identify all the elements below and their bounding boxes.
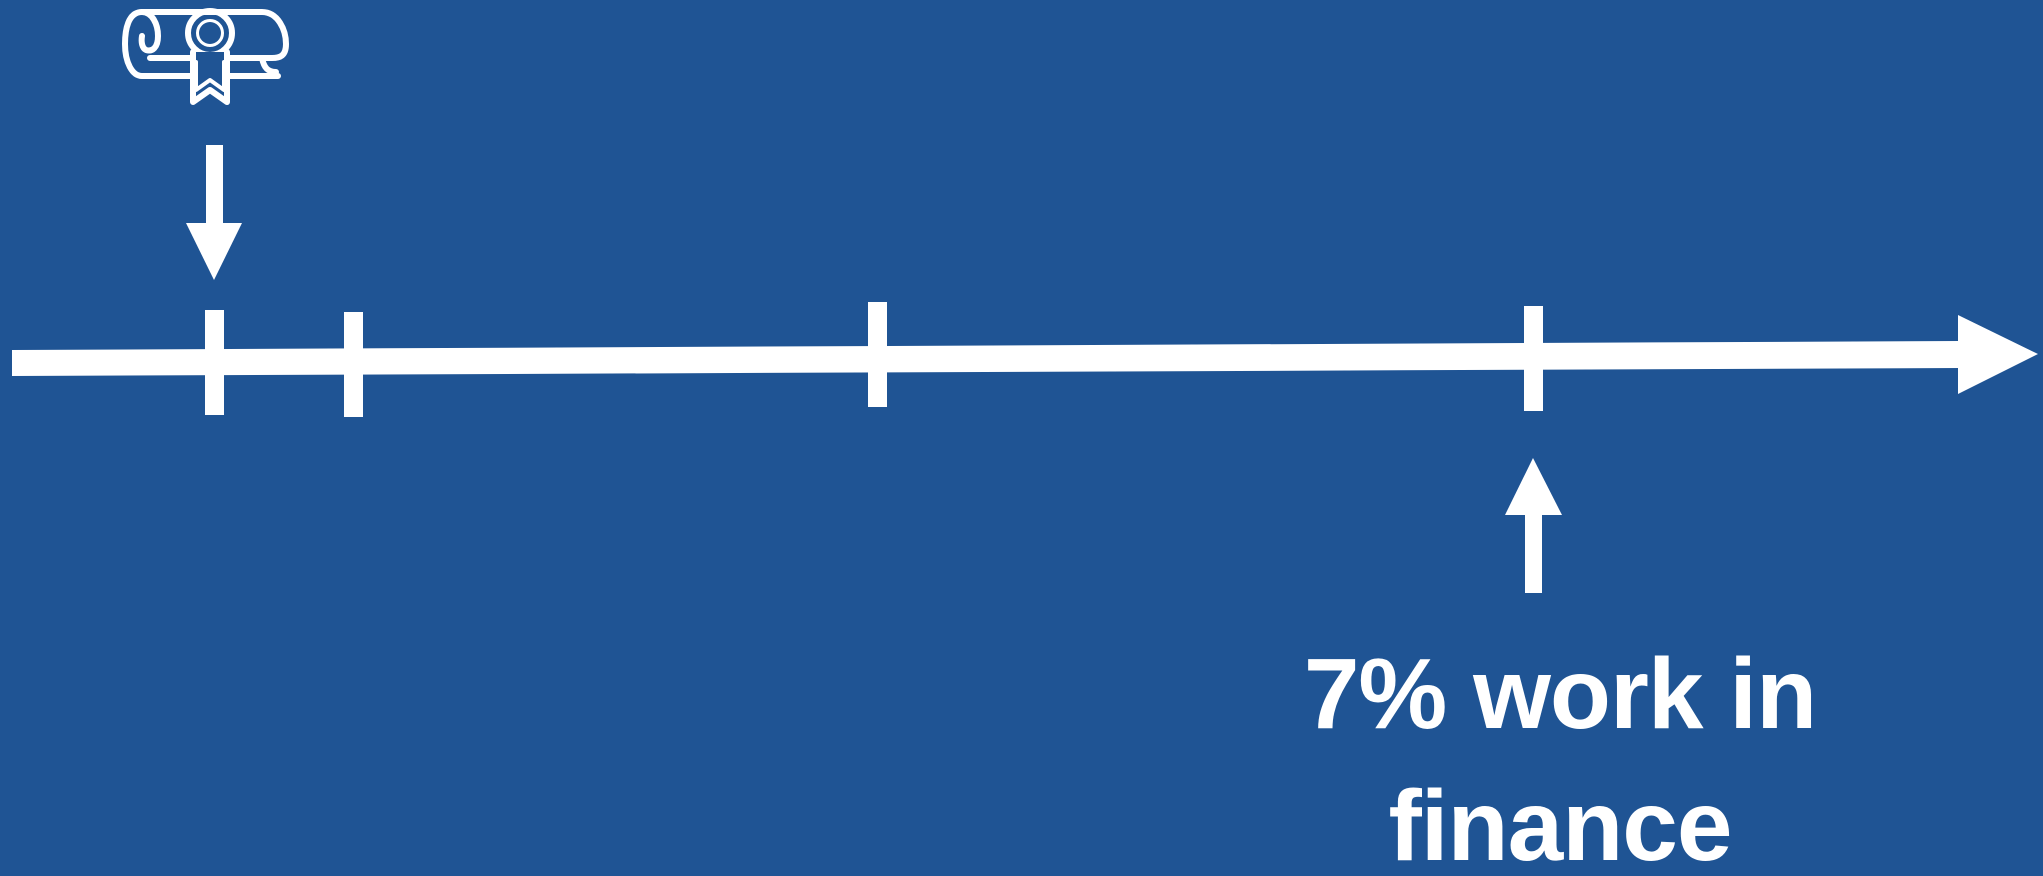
timeline-tick-3 [868, 302, 887, 407]
seal-center [199, 22, 221, 44]
timeline-line [12, 341, 1960, 376]
timeline-tick-1 [205, 310, 224, 415]
timeline-axis [12, 315, 2038, 394]
finance-caption: 7% work in finance [1303, 638, 1817, 876]
timeline-tick-4 [1524, 306, 1543, 411]
timeline-tick-2 [344, 312, 363, 417]
up-arrow-icon [1505, 458, 1562, 593]
down-arrow-icon [186, 145, 242, 280]
right-arrow-icon [1958, 315, 2038, 394]
